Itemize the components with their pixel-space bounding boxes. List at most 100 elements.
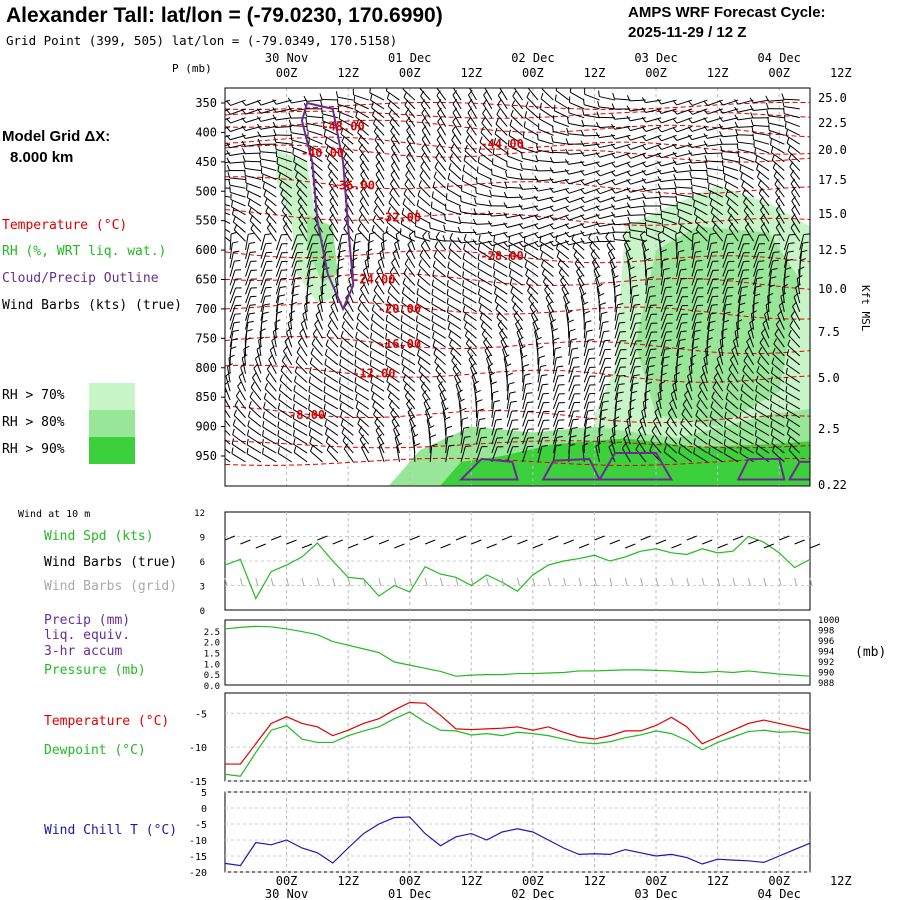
- wind-barb-flag: [484, 345, 490, 351]
- wind-barb-flag: [297, 337, 303, 343]
- wind-barb: [738, 156, 754, 163]
- wind-barb-10m: [486, 543, 497, 549]
- precip-tick-label: 1.5: [204, 650, 220, 660]
- wind-barb-flag: [626, 153, 632, 159]
- wind-barb: [229, 234, 232, 251]
- wind-barb: [323, 409, 339, 419]
- wind-barb-flag: [663, 356, 670, 359]
- wind-barb-flag: [524, 252, 527, 260]
- wind-barb: [503, 357, 508, 374]
- wind-barb: [245, 279, 252, 295]
- wind-barb: [385, 338, 400, 348]
- wind-barb: [522, 411, 529, 427]
- wind-barb: [741, 186, 754, 198]
- wind-barb-flag: [739, 412, 742, 419]
- wind-barb-flag: [741, 374, 745, 381]
- wind-barb-flag: [343, 223, 348, 229]
- wind-barb-flag: [376, 266, 382, 272]
- pressure-tick-label: 650: [195, 273, 217, 287]
- wind-barb-flag: [740, 294, 747, 297]
- wind-barb: [608, 446, 616, 463]
- wind-barb-flag: [211, 144, 215, 149]
- wind-barb: [344, 183, 354, 198]
- wind-barb: [737, 261, 744, 277]
- wind-barb: [329, 209, 339, 224]
- wind-barb: [310, 450, 323, 463]
- wind-barb-flag: [341, 427, 345, 434]
- wind-barb: [444, 419, 447, 436]
- wind-barb: [432, 337, 446, 348]
- wind-barb-flag: [626, 416, 633, 421]
- wind-barb-flag: [630, 275, 637, 279]
- wind-barb-flag: [261, 439, 264, 446]
- wind-barb: [725, 398, 739, 410]
- wind-barb: [328, 315, 339, 330]
- bottom-time-tick-label: 12Z: [830, 874, 852, 888]
- wind-barb: [739, 417, 754, 428]
- wind-barb-flag: [542, 383, 549, 386]
- wind-barb-flag: [400, 333, 403, 340]
- wind-barb-flag: [390, 125, 395, 132]
- wind-barb-flag: [633, 374, 640, 377]
- wind-barb-flag: [264, 197, 268, 204]
- wind-barb: [568, 376, 575, 392]
- wind-barb-flag: [315, 310, 321, 316]
- wind-barb: [660, 161, 677, 167]
- wind-barb-flag: [272, 114, 277, 121]
- wind-barb-flag: [612, 233, 615, 240]
- wind-barb-flag: [580, 188, 585, 195]
- wind-barb-flag: [323, 403, 326, 410]
- wind-barb-flag: [773, 170, 778, 177]
- wind-barb-flag: [728, 214, 733, 220]
- wind-barb-flag: [404, 258, 409, 265]
- wind-barb: [552, 357, 557, 374]
- wind-barb-flag: [268, 354, 273, 360]
- wind-barb-flag: [664, 347, 671, 350]
- wind-barb: [291, 132, 308, 136]
- wind-barb-flag: [695, 250, 702, 253]
- wind-barb: [260, 134, 277, 138]
- wind-barb-flag: [787, 250, 794, 253]
- wind-barb-flag: [358, 135, 362, 141]
- wind-barb: [553, 214, 569, 221]
- wind-barb: [599, 106, 616, 110]
- wind-barb-flag: [658, 197, 662, 204]
- pressure-tick-label: 850: [195, 390, 217, 404]
- wind-barb-flag: [713, 372, 719, 379]
- wind-barb-flag: [526, 91, 530, 98]
- wind-barb-flag: [754, 394, 757, 401]
- wind-barb: [373, 210, 385, 224]
- wind-barb-flag: [497, 90, 503, 96]
- wind-barb-flag: [259, 328, 266, 332]
- wind-barb: [599, 393, 605, 410]
- wind-barb: [599, 304, 601, 321]
- wind-barb: [278, 399, 293, 410]
- wind-barb-flag: [801, 249, 808, 253]
- wind-barb-flag: [499, 82, 503, 87]
- wind-barb: [630, 143, 646, 150]
- wind-barb: [401, 311, 416, 322]
- wind-barb-flag: [242, 155, 246, 162]
- wind-barb-flag: [739, 421, 742, 428]
- wind-barb: [386, 381, 400, 392]
- wind-barb-flag: [369, 350, 372, 357]
- wind-barb: [402, 371, 416, 383]
- wind-barb: [275, 108, 292, 113]
- wind-barb: [614, 214, 631, 218]
- wind-barb-flag: [281, 355, 286, 362]
- wind-barb-flag: [747, 327, 754, 333]
- wind-barb: [361, 447, 370, 463]
- wind-barb-flag: [263, 392, 267, 399]
- wind-barb: [465, 343, 477, 357]
- wind-barb-10m: [517, 539, 528, 545]
- wind-barb-flag: [294, 366, 298, 372]
- wind-barb: [275, 270, 282, 286]
- wind-barb: [614, 331, 621, 348]
- wind-barb: [722, 158, 739, 163]
- wind-barb-flag: [245, 337, 252, 341]
- wind-barb-flag: [421, 116, 427, 122]
- wind-barb: [434, 246, 447, 260]
- wind-barb-flag: [580, 197, 585, 203]
- wind-barb-flag: [390, 178, 395, 185]
- wind-barb: [672, 384, 678, 401]
